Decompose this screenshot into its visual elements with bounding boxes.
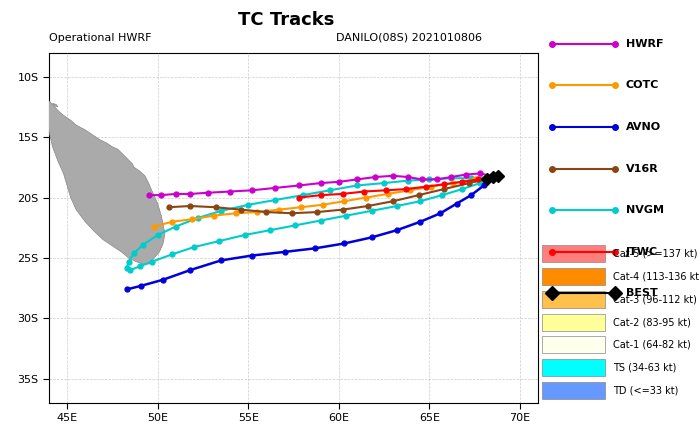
Text: NVGM: NVGM: [626, 205, 663, 215]
Text: Cat-5 (>=137 kt): Cat-5 (>=137 kt): [613, 249, 698, 259]
Text: V16R: V16R: [626, 164, 658, 173]
Polygon shape: [52, 103, 58, 107]
Text: DANILO(08S) 2021010806: DANILO(08S) 2021010806: [336, 33, 482, 43]
Text: COTC: COTC: [626, 81, 659, 90]
Text: TC Tracks: TC Tracks: [238, 11, 335, 29]
Text: Cat-3 (96-112 kt): Cat-3 (96-112 kt): [613, 294, 697, 304]
Text: TS (34-63 kt): TS (34-63 kt): [613, 363, 677, 373]
Polygon shape: [45, 101, 165, 264]
Text: JTWC: JTWC: [626, 247, 658, 257]
Text: TD (<=33 kt): TD (<=33 kt): [613, 385, 679, 396]
Text: Cat-4 (113-136 kt): Cat-4 (113-136 kt): [613, 272, 699, 282]
Text: Operational HWRF: Operational HWRF: [49, 33, 152, 43]
Text: BEST: BEST: [626, 289, 657, 298]
Text: Cat-1 (64-82 kt): Cat-1 (64-82 kt): [613, 340, 691, 350]
Text: Cat-2 (83-95 kt): Cat-2 (83-95 kt): [613, 317, 691, 327]
Text: AVNO: AVNO: [626, 122, 661, 132]
Polygon shape: [40, 92, 45, 100]
Text: HWRF: HWRF: [626, 39, 663, 49]
